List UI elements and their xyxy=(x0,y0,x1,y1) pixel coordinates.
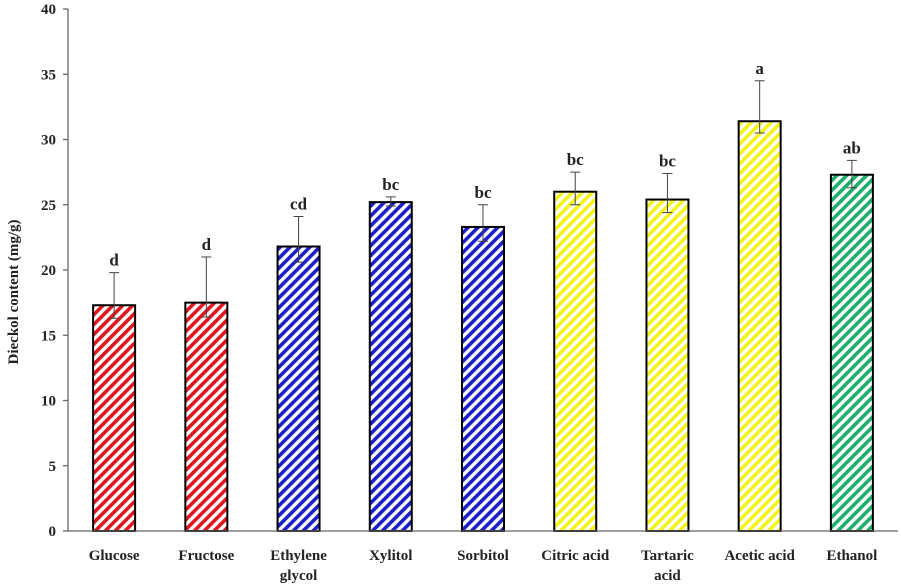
y-tick-label: 5 xyxy=(49,459,57,475)
error-bar xyxy=(201,256,212,318)
significance-letter: bc xyxy=(659,151,676,170)
bar xyxy=(553,190,598,532)
significance-letter: d xyxy=(109,251,119,270)
bar xyxy=(461,225,505,532)
y-tick-label: 10 xyxy=(41,394,56,410)
error-bar xyxy=(754,80,765,134)
bar xyxy=(92,304,137,532)
y-tick-label: 15 xyxy=(41,328,56,344)
significance-letter: ab xyxy=(843,138,861,157)
x-tick-label: Ethylene glycol xyxy=(270,548,327,584)
significance-letter: bc xyxy=(567,150,584,169)
y-tick-label: 25 xyxy=(41,198,56,214)
x-tick-label: Sorbitol xyxy=(457,548,509,564)
x-tick-label: Glucose xyxy=(89,548,140,564)
axes-group: 0 5 10 15 20 25 30 35 40 xyxy=(41,2,898,540)
y-tick-label: 30 xyxy=(41,133,56,149)
x-tick-labels-group: Glucose Fructose Ethylene glycol Xylitol Sorb… xyxy=(89,548,878,584)
x-tick-label: Citric acid xyxy=(541,548,610,564)
x-tick-label: Tartaric acid xyxy=(641,548,694,584)
significance-letter: a xyxy=(755,59,764,78)
x-tick-label: Acetic acid xyxy=(724,548,795,564)
error-bars-group xyxy=(109,80,857,319)
bar xyxy=(276,245,321,532)
significance-letter: d xyxy=(202,235,212,254)
x-tick-label: Fructose xyxy=(178,548,234,564)
bar xyxy=(184,301,229,532)
x-tick-label: Xylitol xyxy=(369,548,412,564)
y-axis-title: Dieckol content (mg/g) xyxy=(6,220,22,365)
y-tick-label: 20 xyxy=(41,263,56,279)
significance-letter: bc xyxy=(382,175,399,194)
error-bar xyxy=(846,159,857,189)
bar xyxy=(829,173,874,533)
y-tick-label: 0 xyxy=(49,524,57,540)
y-tick-label: 35 xyxy=(41,67,56,83)
error-bar xyxy=(662,172,673,214)
bar xyxy=(737,120,782,532)
error-bar xyxy=(109,272,120,319)
error-bar xyxy=(385,196,396,207)
error-bar xyxy=(293,215,304,263)
x-tick-label: Ethanol xyxy=(826,548,877,564)
error-bar xyxy=(478,204,488,242)
y-tick-label: 40 xyxy=(41,2,56,18)
bar xyxy=(368,201,413,532)
error-bar xyxy=(570,171,581,206)
significance-labels-group: d d cd bc bc bc bc a ab xyxy=(109,59,860,270)
significance-letter: cd xyxy=(290,194,308,213)
significance-letter: bc xyxy=(475,183,492,202)
bar xyxy=(645,198,690,532)
